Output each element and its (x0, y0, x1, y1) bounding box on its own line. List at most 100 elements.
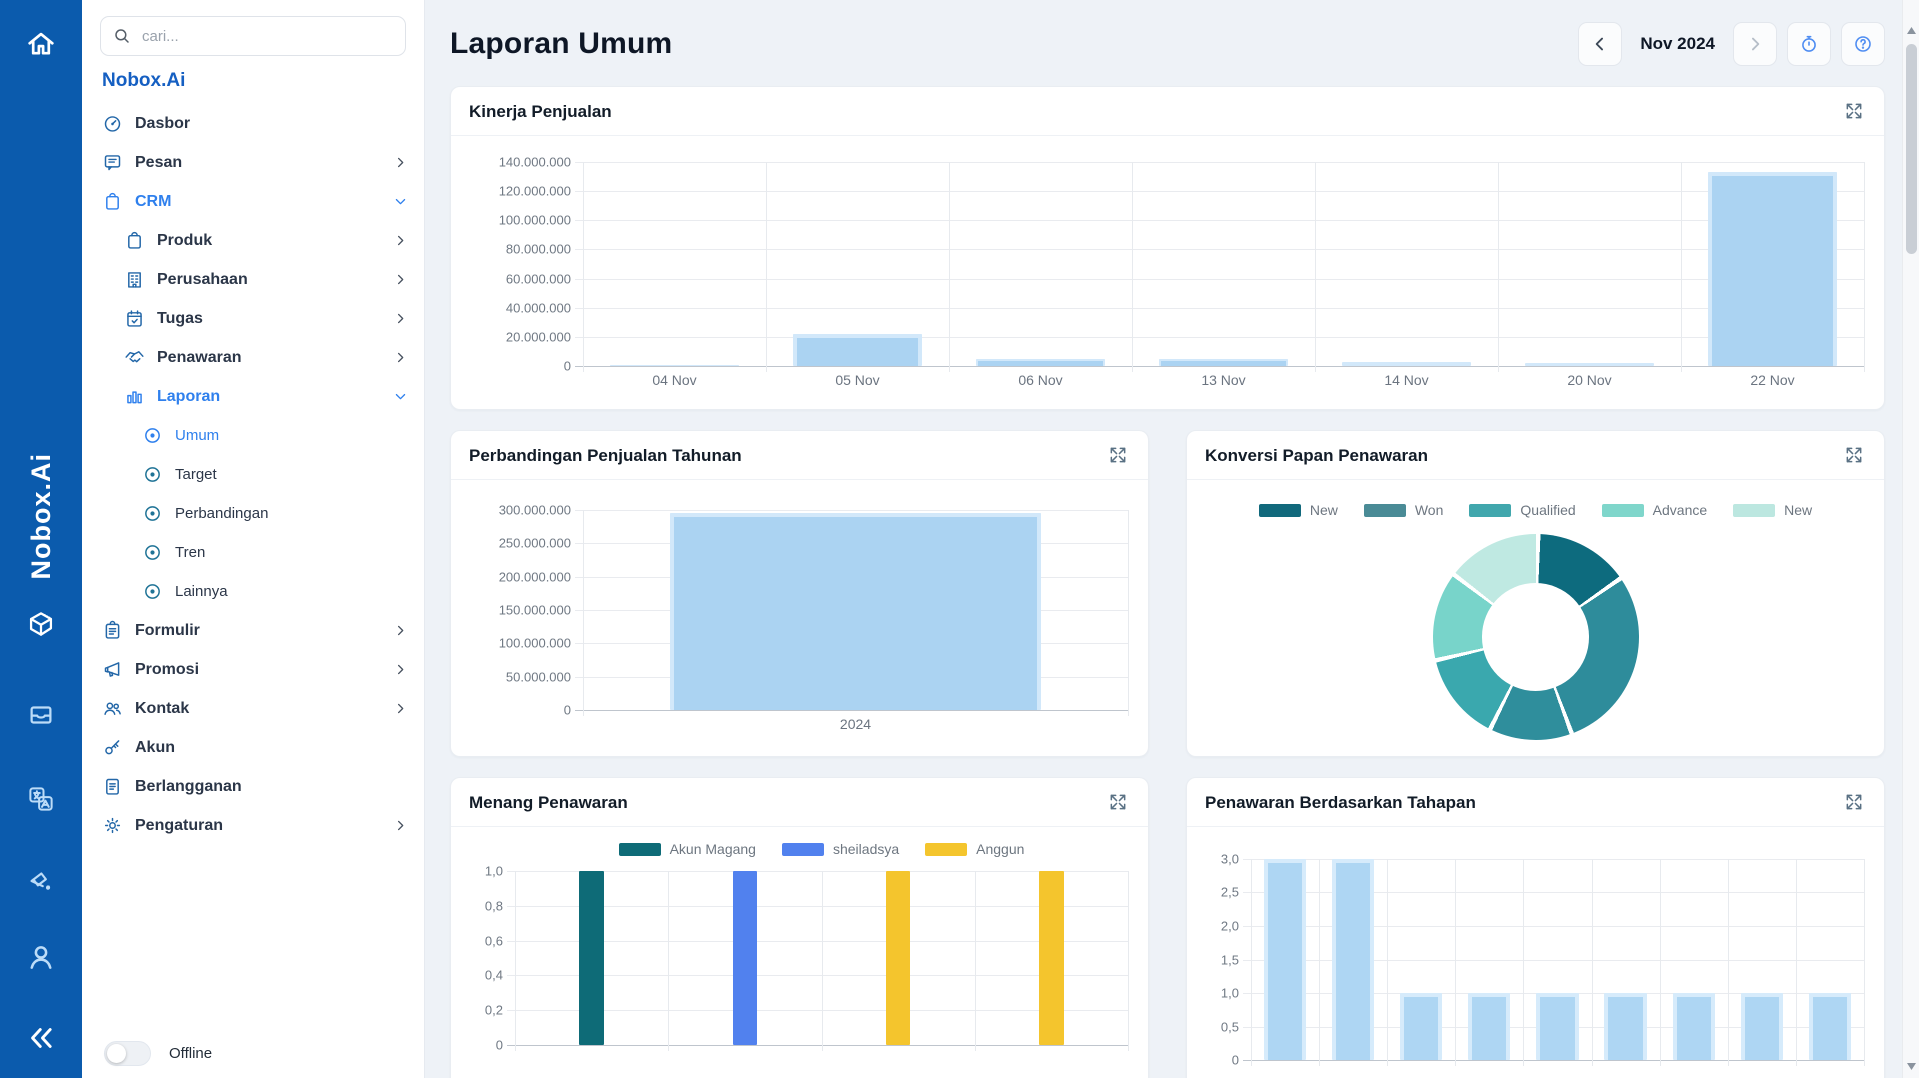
scroll-up-icon[interactable] (1903, 22, 1919, 38)
sidebar-item-perusahaan[interactable]: Perusahaan (82, 260, 424, 299)
bar (1342, 362, 1470, 366)
chart-plot: 140.000.000120.000.000100.000.00080.000.… (583, 162, 1864, 366)
search-input[interactable] (140, 27, 393, 46)
legend-item: Qualified (1469, 502, 1575, 518)
scrollbar-thumb[interactable] (1906, 44, 1917, 254)
bar (1536, 993, 1578, 1060)
sidebar-item-promosi[interactable]: Promosi (82, 650, 424, 689)
y-axis-label: 100.000.000 (499, 213, 571, 228)
help-button[interactable] (1841, 22, 1885, 66)
cards-grid: Kinerja Penjualan 140.000.000120.000.000… (450, 86, 1885, 1078)
sidebar-item-label: Umum (175, 427, 408, 444)
sidebar: Nobox.Ai DasborPesanCRMProduk Perusahaan T… (82, 0, 425, 1078)
chart-plot: 1,00,80,60,40,20 (515, 871, 1128, 1045)
people-icon (102, 698, 123, 719)
chart-legend: NewWonQualifiedAdvanceNew (1207, 502, 1864, 518)
sidebar-item-pesan[interactable]: Pesan (82, 143, 424, 182)
gear-icon (102, 815, 123, 836)
y-axis-label: 0,6 (485, 933, 503, 948)
y-axis-label: 2,5 (1221, 885, 1239, 900)
next-month-button[interactable] (1733, 22, 1777, 66)
expand-icon[interactable] (1108, 445, 1130, 467)
bar (886, 871, 911, 1045)
inbox-icon[interactable] (0, 692, 82, 738)
legend-item: Anggun (925, 841, 1024, 857)
sidebar-item-label: Perbandingan (175, 505, 408, 522)
sidebar-item-akun[interactable]: Akun (82, 728, 424, 767)
user-icon[interactable] (0, 932, 82, 982)
prev-month-button[interactable] (1578, 22, 1622, 66)
expand-icon[interactable] (1844, 792, 1866, 814)
sidebar-item-tren[interactable]: Tren (82, 533, 424, 572)
sidebar-item-laporan[interactable]: Laporan (82, 377, 424, 416)
radio-icon (142, 581, 163, 602)
legend-swatch (1602, 504, 1644, 517)
y-axis-label: 120.000.000 (499, 184, 571, 199)
sidebar-item-kontak[interactable]: Kontak (82, 689, 424, 728)
bar (1159, 359, 1287, 366)
home-icon[interactable] (0, 20, 82, 68)
legend-item: Advance (1602, 502, 1707, 518)
doc-icon (102, 776, 123, 797)
chevron-right-icon (393, 272, 408, 287)
sidebar-brand: Nobox.Ai (102, 70, 424, 92)
sidebar-item-penawaran[interactable]: Penawaran (82, 338, 424, 377)
sidebar-item-dasbor[interactable]: Dasbor (82, 104, 424, 143)
sidebar-item-label: Pengaturan (135, 817, 381, 835)
bar (1332, 859, 1374, 1060)
expand-icon[interactable] (1108, 792, 1130, 814)
sidebar-item-tugas[interactable]: Tugas (82, 299, 424, 338)
sidebar-item-formulir[interactable]: Formulir (82, 611, 424, 650)
y-axis-label: 1,0 (1221, 985, 1239, 1000)
sidebar-item-label: Penawaran (157, 349, 381, 367)
offline-label: Offline (169, 1045, 212, 1062)
chevron-left-icon (1590, 34, 1610, 54)
card-menang-penawaran: Menang Penawaran Akun MagangsheiladsyaAn… (450, 777, 1149, 1078)
sidebar-item-label: Tren (175, 544, 408, 561)
sidebar-item-label: Tugas (157, 310, 381, 328)
expand-icon[interactable] (1844, 101, 1866, 123)
collapse-sidebar-icon[interactable] (0, 1014, 82, 1062)
offline-toggle[interactable] (104, 1041, 151, 1066)
sidebar-item-perbandingan[interactable]: Perbandingan (82, 494, 424, 533)
card-konversi-papan: Konversi Papan Penawaran NewWonQualified… (1186, 430, 1885, 757)
legend-item: Won (1364, 502, 1444, 518)
translate-icon[interactable] (0, 776, 82, 822)
sidebar-item-label: Formulir (135, 622, 381, 640)
chart-tahunan: 300.000.000250.000.000200.000.000150.000… (451, 480, 1148, 738)
y-axis-label: 150.000.000 (499, 603, 571, 618)
expand-icon[interactable] (1844, 445, 1866, 467)
sidebar-item-lainnya[interactable]: Lainnya (82, 572, 424, 611)
chevron-right-icon (393, 311, 408, 326)
card-title: Perbandingan Penjualan Tahunan (469, 446, 742, 466)
sidebar-item-umum[interactable]: Umum (82, 416, 424, 455)
legend-label: Won (1415, 502, 1444, 518)
legend-swatch (1259, 504, 1301, 517)
y-axis-label: 0,5 (1221, 1019, 1239, 1034)
card-perbandingan-tahunan: Perbandingan Penjualan Tahunan 300.000.0… (450, 430, 1149, 757)
scroll-down-icon[interactable] (1903, 1058, 1919, 1074)
sidebar-item-target[interactable]: Target (82, 455, 424, 494)
sidebar-item-berlangganan[interactable]: Berlangganan (82, 767, 424, 806)
x-axis-label: 2024 (583, 716, 1128, 732)
sidebar-item-produk[interactable]: Produk (82, 221, 424, 260)
legend-label: Advance (1653, 502, 1707, 518)
sidebar-item-label: Perusahaan (157, 271, 381, 289)
bar (733, 871, 758, 1045)
timer-button[interactable] (1787, 22, 1831, 66)
form-icon (102, 620, 123, 641)
chevron-down-icon (393, 389, 408, 404)
sidebar-item-crm[interactable]: CRM (82, 182, 424, 221)
card-title: Menang Penawaran (469, 793, 628, 813)
x-axis-label: 20 Nov (1498, 372, 1681, 388)
search-input-wrapper (100, 16, 406, 56)
bar (1809, 993, 1851, 1060)
building-icon (124, 269, 145, 290)
bar (1525, 363, 1653, 366)
ink-icon[interactable] (0, 858, 82, 904)
chevron-right-icon (393, 701, 408, 716)
y-axis-label: 0 (1232, 1053, 1239, 1068)
sidebar-item-pengaturan[interactable]: Pengaturan (82, 806, 424, 845)
radio-icon (142, 425, 163, 446)
megaphone-icon (102, 659, 123, 680)
